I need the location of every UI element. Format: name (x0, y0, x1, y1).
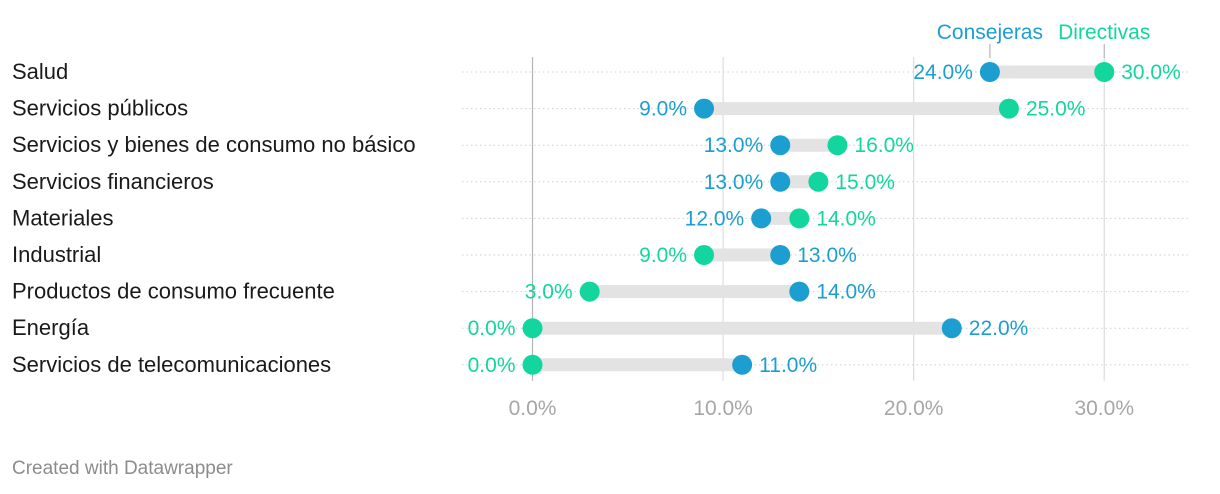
dot-consejeras-productos-de-consumo-frecuente (789, 281, 810, 302)
value-label-directivas-materiales: 14.0% (816, 207, 876, 230)
dot-consejeras-servicios-publicos (694, 98, 715, 119)
value-label-directivas-industrial: 9.0% (639, 244, 687, 267)
value-label-consejeras-servicios-y-bienes-de-consumo-no-basico: 13.0% (704, 134, 764, 157)
dot-consejeras-servicios-financieros (770, 171, 791, 192)
dot-consejeras-servicios-y-bienes-de-consumo-no-basico (770, 135, 791, 156)
value-label-directivas-energia: 0.0% (468, 317, 516, 340)
value-label-directivas-productos-de-consumo-frecuente: 3.0% (525, 281, 573, 304)
dot-directivas-materiales (789, 208, 810, 229)
dot-consejeras-salud (979, 62, 1000, 82)
dot-directivas-energia (522, 318, 543, 339)
value-labels: 24.0% 30.0% 9.0% 25.0% 13.0% 16.0% 13.0% 15.0% 1… (468, 61, 1181, 377)
category-label-servicios-publicos: Servicios públicos (12, 96, 188, 121)
dot-directivas-industrial (694, 245, 715, 265)
dot-directivas-servicios-financieros (808, 171, 829, 192)
x-tick-label: 0.0% (509, 397, 557, 420)
value-label-directivas-servicios-de-telecomunicaciones: 0.0% (468, 354, 516, 377)
legend-label-consejeras: Consejeras (937, 21, 1043, 44)
value-label-consejeras-servicios-publicos: 9.0% (639, 98, 687, 121)
category-label-energia: Energía (12, 315, 90, 340)
category-label-industrial: Industrial (12, 242, 101, 267)
value-label-consejeras-servicios-de-telecomunicaciones: 11.0% (759, 354, 817, 377)
credit-text: Created with Datawrapper (12, 458, 233, 479)
value-label-consejeras-productos-de-consumo-frecuente: 14.0% (816, 281, 876, 304)
dot-consejeras-industrial (770, 245, 791, 265)
x-tick-label: 30.0% (1074, 397, 1134, 420)
category-labels: Salud Servicios públicos Servicios y biene… (12, 59, 416, 377)
range-bars (532, 65, 1105, 372)
dots (522, 62, 1115, 375)
value-label-directivas-salud: 30.0% (1121, 61, 1181, 84)
dot-directivas-servicios-de-telecomunicaciones (522, 354, 543, 375)
value-label-directivas-servicios-y-bienes-de-consumo-no-basico: 16.0% (854, 134, 914, 157)
value-label-consejeras-materiales: 12.0% (685, 207, 745, 230)
category-label-salud: Salud (12, 59, 68, 84)
dot-directivas-salud (1094, 62, 1115, 82)
value-label-directivas-servicios-financieros: 15.0% (835, 171, 895, 194)
category-label-materiales: Materiales (12, 205, 113, 230)
value-label-consejeras-energia: 22.0% (969, 317, 1029, 340)
dot-consejeras-servicios-de-telecomunicaciones (732, 354, 753, 375)
x-tick-label: 20.0% (884, 397, 944, 420)
legend: Consejeras Directivas (937, 21, 1150, 58)
value-label-consejeras-servicios-financieros: 13.0% (704, 171, 764, 194)
dot-directivas-servicios-y-bienes-de-consumo-no-basico (827, 135, 848, 156)
category-label-servicios-de-telecomunicaciones: Servicios de telecomunicaciones (12, 352, 331, 377)
category-label-servicios-y-bienes-de-consumo-no-basico: Servicios y bienes de consumo no básico (12, 132, 416, 157)
dot-consejeras-materiales (751, 208, 772, 229)
dot-directivas-productos-de-consumo-frecuente (579, 281, 600, 302)
x-axis-ticks: 0.0% 10.0% 20.0% 30.0% (509, 397, 1134, 420)
value-label-consejeras-industrial: 13.0% (797, 244, 857, 267)
legend-label-directivas: Directivas (1058, 21, 1150, 44)
dot-directivas-servicios-publicos (998, 98, 1019, 119)
value-label-directivas-servicios-publicos: 25.0% (1026, 98, 1086, 121)
category-label-servicios-financieros: Servicios financieros (12, 169, 214, 194)
value-label-consejeras-salud: 24.0% (913, 61, 973, 84)
x-tick-label: 10.0% (693, 397, 753, 420)
dot-consejeras-energia (941, 318, 962, 339)
category-label-productos-de-consumo-frecuente: Productos de consumo frecuente (12, 279, 335, 304)
